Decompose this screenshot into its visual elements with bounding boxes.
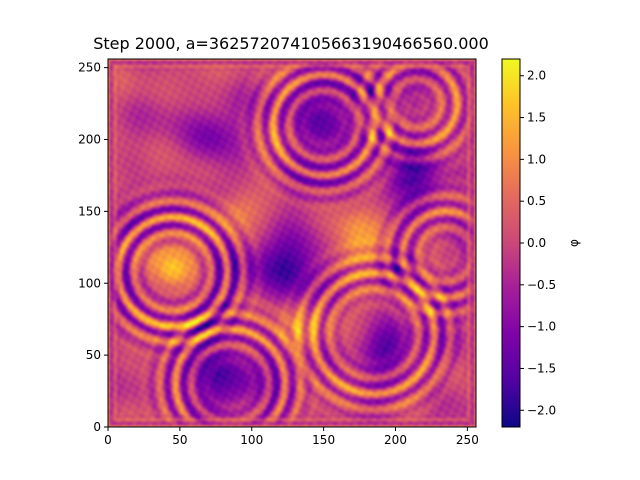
x-tick-label: 150 — [312, 433, 335, 447]
colorbar-tick-label: 0.5 — [527, 194, 546, 208]
x-tick-label: 50 — [172, 433, 187, 447]
colorbar-tick-label: 0.0 — [527, 236, 546, 250]
colorbar: 2.0 1.5 1.0 0.5 0.0 −0.5 −1.0 −1.5 −2.0 φ — [501, 58, 581, 428]
colorbar-tick-label: 2.0 — [527, 69, 546, 83]
chart-title: Step 2000, a=3625720741056631904665​60.0… — [93, 34, 489, 53]
y-tick-label: 250 — [78, 61, 101, 75]
colorbar-ticks: 2.0 1.5 1.0 0.5 0.0 −0.5 −1.0 −1.5 −2.0 — [520, 69, 556, 417]
field-image — [108, 59, 476, 427]
colorbar-tick-label: −1.0 — [527, 320, 556, 334]
colorbar-gradient — [501, 58, 521, 428]
colorbar-tick-label: −0.5 — [527, 278, 556, 292]
colorbar-tick-label: −1.5 — [527, 361, 556, 375]
colorbar-tick-label: 1.0 — [527, 152, 546, 166]
y-tick-label: 100 — [78, 276, 101, 290]
y-axis: 0 50 100 150 200 250 — [78, 61, 108, 434]
x-tick-label: 100 — [240, 433, 263, 447]
y-tick-label: 150 — [78, 204, 101, 218]
y-tick-label: 0 — [93, 420, 101, 434]
colorbar-label: φ — [567, 239, 581, 247]
x-axis: 0 50 100 150 200 250 — [104, 427, 479, 447]
plot-frame — [107, 58, 477, 428]
plot-area — [107, 58, 477, 428]
colorbar-tick-label: −2.0 — [527, 403, 556, 417]
colorbar-tick-label: 1.5 — [527, 111, 546, 125]
x-tick-label: 250 — [456, 433, 479, 447]
y-tick-label: 50 — [86, 348, 101, 362]
x-tick-label: 0 — [104, 433, 112, 447]
x-tick-label: 200 — [384, 433, 407, 447]
y-tick-label: 200 — [78, 133, 101, 147]
